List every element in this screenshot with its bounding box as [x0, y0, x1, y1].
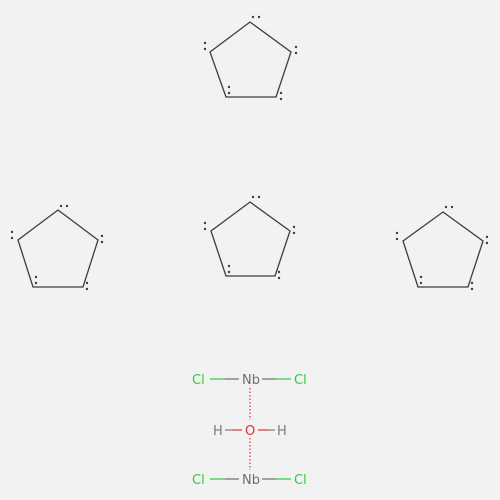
hydrogen-atom-label: H: [277, 424, 287, 439]
water-molecule: H O H: [213, 424, 287, 439]
oxygen-atom-label: O: [245, 424, 255, 439]
hydrogen-atom-label: H: [213, 424, 223, 439]
niobium-atom-label: Nb: [242, 373, 260, 388]
niobium-atom-label: Nb: [242, 473, 260, 488]
chlorine-atom-label: Cl: [192, 473, 205, 488]
chlorine-atom-label: Cl: [294, 373, 307, 388]
cyclopentadienyl-ring-2: [10, 204, 104, 291]
cyclopentadienyl-ring-3: [203, 195, 296, 280]
cyclopentadienyl-ring-1: [203, 15, 298, 101]
cyclopentadienyl-ring-4: [395, 205, 489, 291]
chlorine-atom-label: Cl: [294, 473, 307, 488]
niobium-dichloride-top: Cl Nb Cl: [192, 373, 307, 388]
chlorine-atom-label: Cl: [192, 373, 205, 388]
niobium-dichloride-bottom: Cl Nb Cl: [192, 473, 307, 488]
